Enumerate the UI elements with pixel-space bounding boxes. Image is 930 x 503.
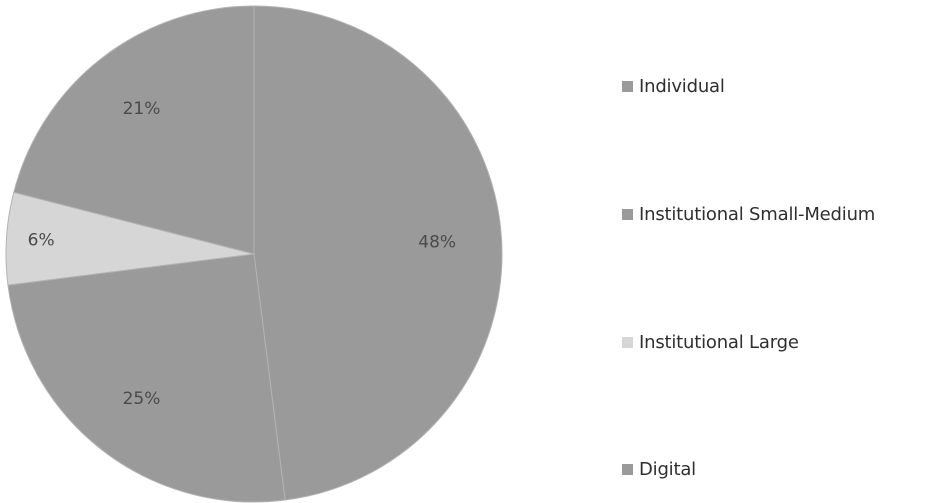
- legend-label-institutional-small-medium: Institutional Small-Medium: [639, 204, 876, 225]
- pie-label-individual: 21%: [123, 99, 161, 119]
- legend: Individual Institutional Small-Medium In…: [622, 66, 922, 496]
- legend-item-digital: Digital: [622, 459, 696, 480]
- legend-swatch-institutional-small-medium: [622, 209, 633, 220]
- legend-item-individual: Individual: [622, 76, 725, 97]
- legend-item-institutional-large: Institutional Large: [622, 332, 799, 353]
- pie-label-digital: 25%: [123, 389, 161, 409]
- legend-item-institutional-small-medium: Institutional Small-Medium: [622, 204, 875, 225]
- pie-labels: 48% 25% 6% 21%: [28, 99, 456, 409]
- pie-slice-individual: [13, 5, 255, 255]
- legend-swatch-institutional-large: [622, 337, 633, 348]
- pie-label-institutional-small-medium: 48%: [418, 232, 456, 252]
- pie-slice-institutional-small-medium: [253, 5, 503, 501]
- pie-label-institutional-large: 6%: [28, 231, 55, 251]
- legend-swatch-digital: [622, 464, 633, 475]
- legend-swatch-individual: [622, 81, 633, 92]
- pie-slices: [5, 5, 503, 503]
- pie-slice-digital: [7, 253, 286, 503]
- legend-label-individual: Individual: [639, 76, 725, 97]
- legend-label-digital: Digital: [639, 459, 696, 480]
- legend-label-institutional-large: Institutional Large: [639, 332, 799, 353]
